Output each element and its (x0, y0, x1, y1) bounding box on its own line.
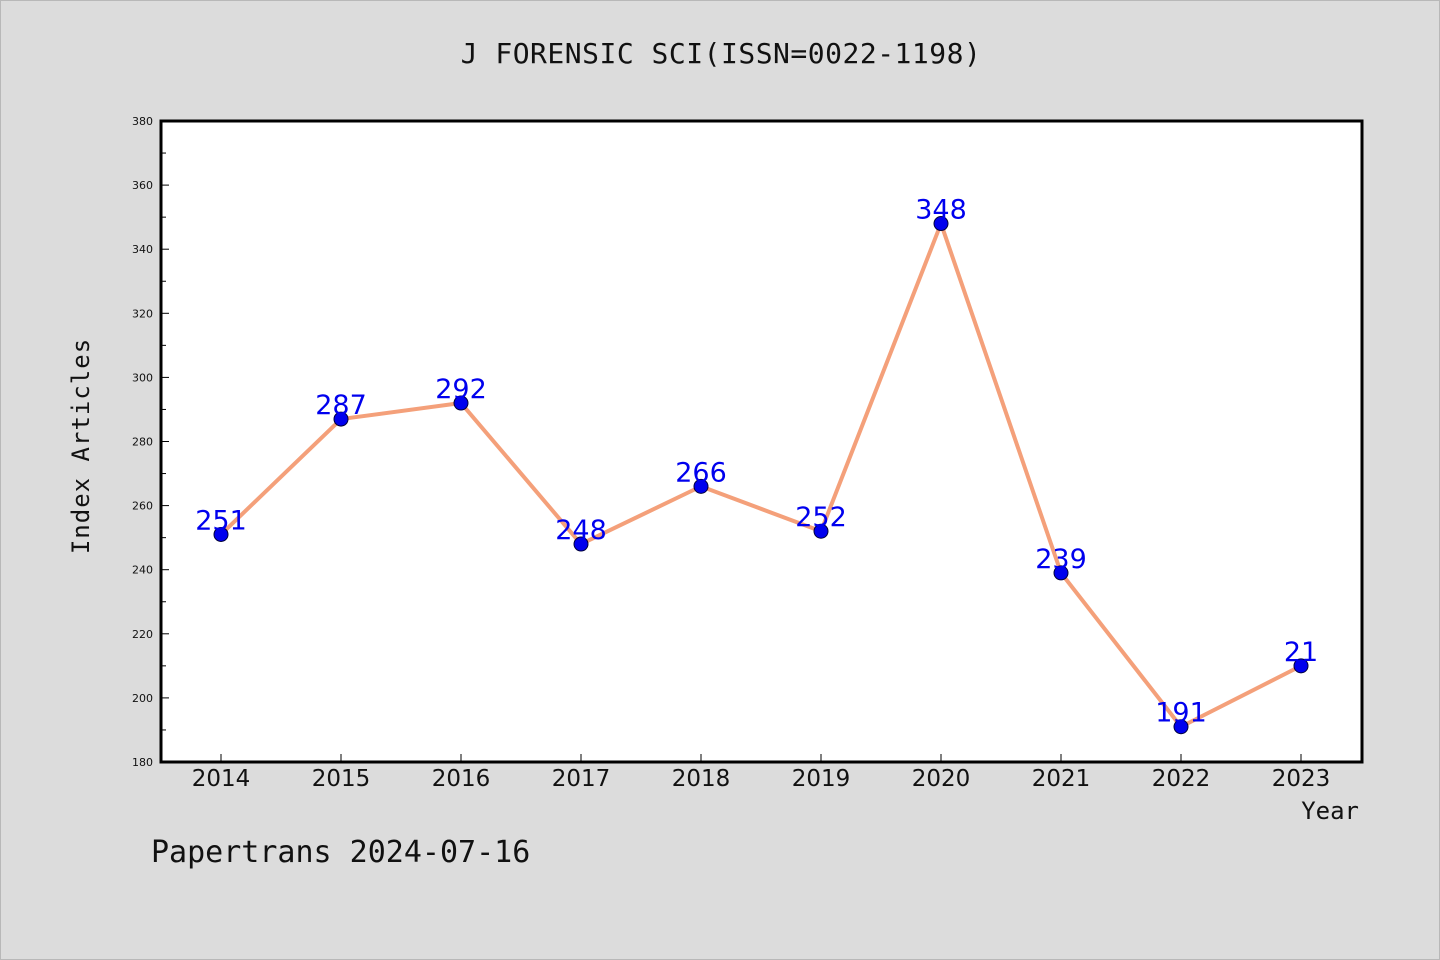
x-axis-ticks: 2014 2015 2016 2017 2018 2019 2020 2021 2022 2023 (192, 754, 1331, 792)
data-label: 251 (195, 505, 247, 536)
data-point (1293, 658, 1309, 674)
x-tick-label: 2017 (552, 766, 611, 792)
y-tick-label: 240 (132, 564, 153, 577)
data-label: 292 (435, 374, 487, 405)
y-tick-label: 200 (132, 692, 153, 705)
x-tick-label: 2018 (672, 766, 731, 792)
y-tick-label: 340 (132, 243, 153, 256)
data-point (1053, 565, 1069, 581)
y-tick-label: 300 (132, 371, 153, 384)
data-point (333, 411, 349, 427)
series-line-group (219, 221, 1303, 729)
x-tick-label: 2016 (432, 766, 491, 792)
series-line (219, 221, 1303, 729)
chart-title: J FORENSIC SCI(ISSN=0022-1198) (460, 37, 982, 70)
data-label: 248 (555, 515, 607, 546)
data-label: 21 (1284, 637, 1318, 668)
y-tick-label: 280 (132, 436, 153, 449)
y-tick-label: 220 (132, 628, 153, 641)
y-tick-label: 320 (132, 307, 153, 320)
data-point (693, 478, 709, 494)
y-tick-label: 180 (132, 756, 153, 769)
data-point (813, 523, 829, 539)
x-tick-label: 2020 (912, 766, 971, 792)
watermark-text: Papertrans 2024-07-16 (151, 835, 531, 870)
y-axis-ticks: 180 200 220 240 260 280 300 320 340 360 380 (132, 115, 169, 769)
data-point (453, 395, 469, 411)
data-label: 348 (915, 195, 967, 226)
data-label: 191 (1155, 698, 1207, 729)
data-labels: 251 287 292 248 266 252 348 239 191 21 (195, 195, 1318, 729)
x-tick-label: 2014 (192, 766, 251, 792)
x-tick-label: 2022 (1152, 766, 1211, 792)
data-label: 252 (795, 502, 847, 533)
data-point (933, 216, 949, 232)
x-tick-label: 2021 (1032, 766, 1091, 792)
data-label: 287 (315, 390, 367, 421)
x-axis-label: Year (1301, 797, 1359, 825)
y-tick-label: 360 (132, 179, 153, 192)
data-point (1173, 719, 1189, 735)
data-point (573, 536, 589, 552)
data-label: 266 (675, 457, 727, 488)
x-tick-label: 2023 (1272, 766, 1331, 792)
plot-area (159, 119, 1364, 764)
x-tick-label: 2015 (312, 766, 371, 792)
data-points (213, 216, 1309, 735)
x-tick-label: 2019 (792, 766, 851, 792)
y-tick-label: 380 (132, 115, 153, 128)
data-label: 239 (1035, 544, 1087, 575)
data-point (213, 526, 229, 542)
y-tick-label: 260 (132, 500, 153, 513)
